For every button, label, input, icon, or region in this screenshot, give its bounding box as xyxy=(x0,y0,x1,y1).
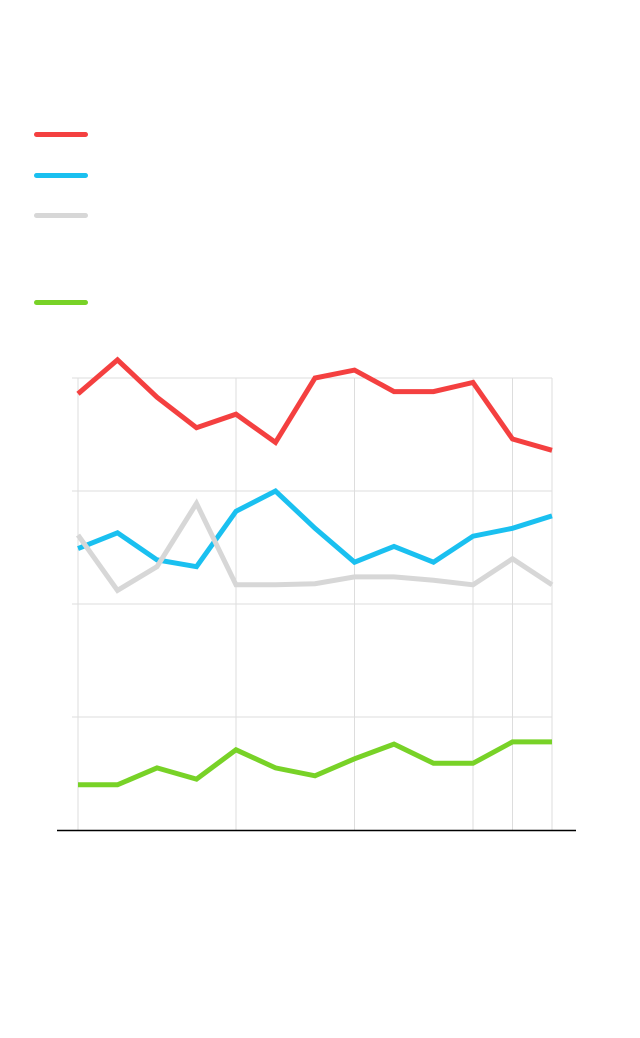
series-line-3 xyxy=(75,498,554,594)
series-line-2 xyxy=(77,487,553,570)
legend xyxy=(0,0,640,330)
series-line-1 xyxy=(76,356,553,453)
legend-item-3 xyxy=(34,212,98,218)
legend-swatch-1 xyxy=(34,131,88,137)
legend-item-2 xyxy=(34,172,98,178)
series-line-4 xyxy=(78,739,552,788)
legend-item-1 xyxy=(34,131,98,137)
legend-swatch-2 xyxy=(34,172,88,178)
series-lines xyxy=(75,356,554,788)
legend-swatch-4 xyxy=(34,299,88,305)
grid xyxy=(72,377,553,830)
legend-item-4 xyxy=(34,299,98,305)
legend-swatch-3 xyxy=(34,212,88,218)
